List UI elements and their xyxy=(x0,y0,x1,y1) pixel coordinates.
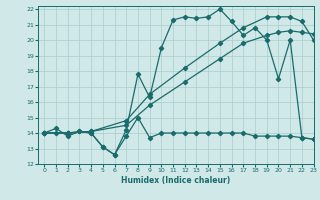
X-axis label: Humidex (Indice chaleur): Humidex (Indice chaleur) xyxy=(121,176,231,185)
